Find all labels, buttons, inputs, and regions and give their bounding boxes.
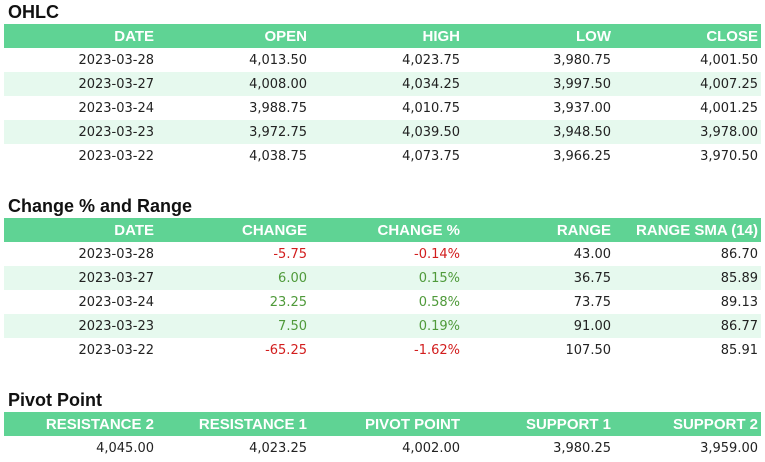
ohlc-open-cell: 3,972.75 (157, 120, 310, 144)
ohlc-date-cell: 2023-03-28 (78, 52, 154, 68)
change-value-cell: -5.75 (273, 246, 307, 262)
ohlc-open-cell: 4,008.00 (157, 72, 310, 96)
change-date-cell: 2023-03-28 (78, 246, 154, 262)
table-row: 4,045.00 4,023.25 4,002.00 3,980.25 3,95… (4, 436, 761, 460)
range-cell: 36.75 (463, 266, 614, 290)
ohlc-high-cell: 4,034.25 (310, 72, 463, 96)
ohlc-close-cell: 4,001.25 (700, 100, 758, 116)
change-header-row: DATE CHANGE CHANGE % RANGE RANGE SMA (14… (4, 218, 761, 242)
pivot-section-title: Pivot Point (8, 390, 102, 410)
table-row: 2023-03-22 -65.25 -1.62% 107.50 85.91 (4, 338, 761, 362)
ohlc-header-high[interactable]: HIGH (310, 24, 463, 48)
change-pct-cell: 0.19% (310, 314, 463, 338)
change-header-change[interactable]: CHANGE (157, 218, 310, 242)
pivot-header-support-2[interactable]: SUPPORT 2 (614, 412, 761, 436)
ohlc-close-cell: 3,978.00 (614, 120, 761, 144)
ohlc-high-cell: 4,023.75 (402, 52, 460, 68)
table-row: 2023-03-27 4,008.00 4,034.25 3,997.50 4,… (4, 72, 761, 96)
ohlc-high-cell: 4,039.50 (310, 120, 463, 144)
range-sma-cell: 85.89 (614, 266, 761, 290)
change-value-cell: 6.00 (157, 266, 310, 290)
resistance-2-value: 4,045.00 (96, 440, 154, 456)
ohlc-open-cell: 3,988.75 (249, 100, 307, 116)
range-cell: 107.50 (565, 342, 612, 358)
pivot-header-resistance-1[interactable]: RESISTANCE 1 (157, 412, 310, 436)
change-value-cell: -65.25 (265, 342, 307, 358)
ohlc-open-cell: 4,013.50 (249, 52, 307, 68)
pivot-header-support-1[interactable]: SUPPORT 1 (463, 412, 614, 436)
table-row: 2023-03-27 6.00 0.15% 36.75 85.89 (4, 266, 761, 290)
change-pct-cell: 0.58% (418, 294, 460, 310)
pivot-point-table: RESISTANCE 2 RESISTANCE 1 PIVOT POINT SU… (4, 412, 761, 460)
table-row: 2023-03-24 3,988.75 4,010.75 3,937.00 4,… (4, 96, 761, 120)
change-pct-cell: 0.15% (310, 266, 463, 290)
support-1-value: 3,980.25 (553, 440, 611, 456)
change-value-cell: 7.50 (157, 314, 310, 338)
ohlc-high-cell: 4,073.75 (402, 148, 460, 164)
change-header-date[interactable]: DATE (4, 218, 157, 242)
range-cell: 73.75 (573, 294, 611, 310)
change-section-title: Change % and Range (8, 196, 193, 216)
range-cell: 43.00 (573, 246, 611, 262)
ohlc-header-close[interactable]: CLOSE (614, 24, 761, 48)
ohlc-high-cell: 4,010.75 (402, 100, 460, 116)
resistance-1-value: 4,023.25 (249, 440, 307, 456)
table-row: 2023-03-23 3,972.75 4,039.50 3,948.50 3,… (4, 120, 761, 144)
change-date-cell: 2023-03-22 (78, 342, 154, 358)
table-row: 2023-03-28 4,013.50 4,023.75 3,980.75 4,… (4, 48, 761, 72)
ohlc-low-cell: 3,937.00 (553, 100, 611, 116)
pivot-header-resistance-2[interactable]: RESISTANCE 2 (4, 412, 157, 436)
ohlc-date-cell: 2023-03-27 (4, 72, 157, 96)
ohlc-table: DATE OPEN HIGH LOW CLOSE 2023-03-28 4,01… (4, 24, 761, 168)
ohlc-low-cell: 3,997.50 (463, 72, 614, 96)
pivot-point-value: 4,002.00 (402, 440, 460, 456)
range-sma-cell: 85.91 (720, 342, 758, 358)
change-header-range-sma[interactable]: RANGE SMA (14) (614, 218, 761, 242)
change-pct-cell: -1.62% (414, 342, 460, 358)
ohlc-low-cell: 3,980.75 (553, 52, 611, 68)
change-value-cell: 23.25 (269, 294, 307, 310)
ohlc-header-low[interactable]: LOW (463, 24, 614, 48)
support-2-value: 3,959.00 (700, 440, 758, 456)
table-row: 2023-03-23 7.50 0.19% 91.00 86.77 (4, 314, 761, 338)
ohlc-open-cell: 4,038.75 (249, 148, 307, 164)
ohlc-date-cell: 2023-03-24 (78, 100, 154, 116)
ohlc-date-cell: 2023-03-22 (78, 148, 154, 164)
range-sma-cell: 86.77 (614, 314, 761, 338)
ohlc-low-cell: 3,948.50 (463, 120, 614, 144)
ohlc-close-cell: 4,001.50 (700, 52, 758, 68)
change-pct-cell: -0.14% (414, 246, 460, 262)
ohlc-date-cell: 2023-03-23 (4, 120, 157, 144)
change-range-table: DATE CHANGE CHANGE % RANGE RANGE SMA (14… (4, 218, 761, 362)
change-header-change-pct[interactable]: CHANGE % (310, 218, 463, 242)
change-header-range[interactable]: RANGE (463, 218, 614, 242)
ohlc-header-open[interactable]: OPEN (157, 24, 310, 48)
ohlc-section-title: OHLC (8, 2, 59, 22)
table-row: 2023-03-22 4,038.75 4,073.75 3,966.25 3,… (4, 144, 761, 168)
ohlc-low-cell: 3,966.25 (553, 148, 611, 164)
ohlc-close-cell: 4,007.25 (614, 72, 761, 96)
range-cell: 91.00 (463, 314, 614, 338)
pivot-header-row: RESISTANCE 2 RESISTANCE 1 PIVOT POINT SU… (4, 412, 761, 436)
change-date-cell: 2023-03-23 (4, 314, 157, 338)
table-row: 2023-03-28 -5.75 -0.14% 43.00 86.70 (4, 242, 761, 266)
change-date-cell: 2023-03-24 (78, 294, 154, 310)
table-row: 2023-03-24 23.25 0.58% 73.75 89.13 (4, 290, 761, 314)
range-sma-cell: 89.13 (720, 294, 758, 310)
change-date-cell: 2023-03-27 (4, 266, 157, 290)
pivot-header-pivot-point[interactable]: PIVOT POINT (310, 412, 463, 436)
ohlc-header-date[interactable]: DATE (4, 24, 157, 48)
range-sma-cell: 86.70 (720, 246, 758, 262)
ohlc-header-row: DATE OPEN HIGH LOW CLOSE (4, 24, 761, 48)
ohlc-close-cell: 3,970.50 (700, 148, 758, 164)
